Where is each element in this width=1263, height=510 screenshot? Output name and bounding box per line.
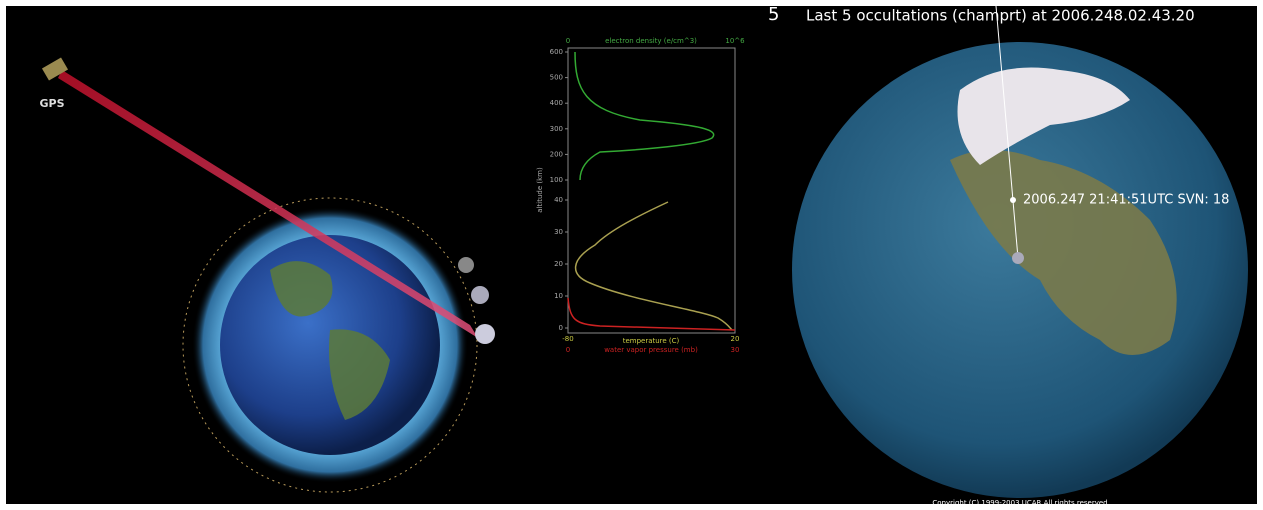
satellite-marker	[1012, 252, 1024, 264]
marker-label: 2006.247 21:41:51UTC SVN: 18	[1023, 193, 1229, 208]
y-tick-label: 30	[554, 228, 563, 236]
y-tick-label: 500	[550, 74, 563, 82]
axis-min: 0	[566, 346, 570, 354]
plot-frame	[567, 47, 736, 334]
axis-max: 30	[731, 346, 740, 354]
gps-satellite	[41, 57, 69, 81]
occultation-diagram: GPS	[39, 57, 495, 493]
y-tick-label: 20	[554, 260, 563, 268]
axis-max: 10^6	[725, 37, 745, 45]
y-tick-label: 400	[550, 99, 563, 107]
globe-title: Last 5 occultations (champrt) at 2006.24…	[806, 7, 1195, 25]
y-tick-label: 40	[554, 196, 563, 204]
electron-density-curve	[574, 51, 715, 181]
occultation-count: 5	[768, 4, 779, 25]
y-axis-title: altitude (km)	[536, 167, 544, 213]
axis-title: electron density (e/cm^3)	[605, 37, 697, 45]
north-america	[950, 150, 1177, 355]
occultation-marker	[1010, 197, 1016, 203]
vapor-curve	[567, 297, 736, 331]
profile-chart: 0 electron density (e/cm^3) 10^6 altitud…	[536, 37, 745, 354]
signal-beam	[58, 70, 478, 338]
y-tick-label: 600	[550, 48, 563, 56]
leo-satellite	[458, 257, 474, 273]
y-tick-label: 200	[550, 150, 563, 158]
axis-min: 0	[566, 37, 570, 45]
axis-title: water vapor pressure (mb)	[604, 346, 698, 354]
y-tick-label: 0	[559, 324, 563, 332]
axis-min: -80	[562, 335, 573, 343]
leo-satellite	[475, 324, 495, 344]
y-tick-label: 300	[550, 125, 563, 133]
satellite-label: GPS	[39, 97, 64, 110]
continents	[270, 261, 390, 420]
leo-satellite	[471, 286, 489, 304]
temperature-curve	[574, 201, 733, 331]
ice-cap	[957, 67, 1130, 165]
y-tick-label: 100	[550, 176, 563, 184]
globe-view: 2006.247 21:41:51UTC SVN: 18 5 Last 5 oc…	[768, 4, 1248, 507]
orbit	[182, 197, 478, 493]
axis-title: temperature (C)	[623, 337, 680, 345]
occultation-track	[995, 5, 1019, 259]
copyright: Copyright (C) 1999-2003 UCAR All rights …	[932, 499, 1107, 507]
y-tick-label: 10	[554, 292, 563, 300]
axis-max: 20	[731, 335, 740, 343]
globe	[792, 42, 1248, 498]
